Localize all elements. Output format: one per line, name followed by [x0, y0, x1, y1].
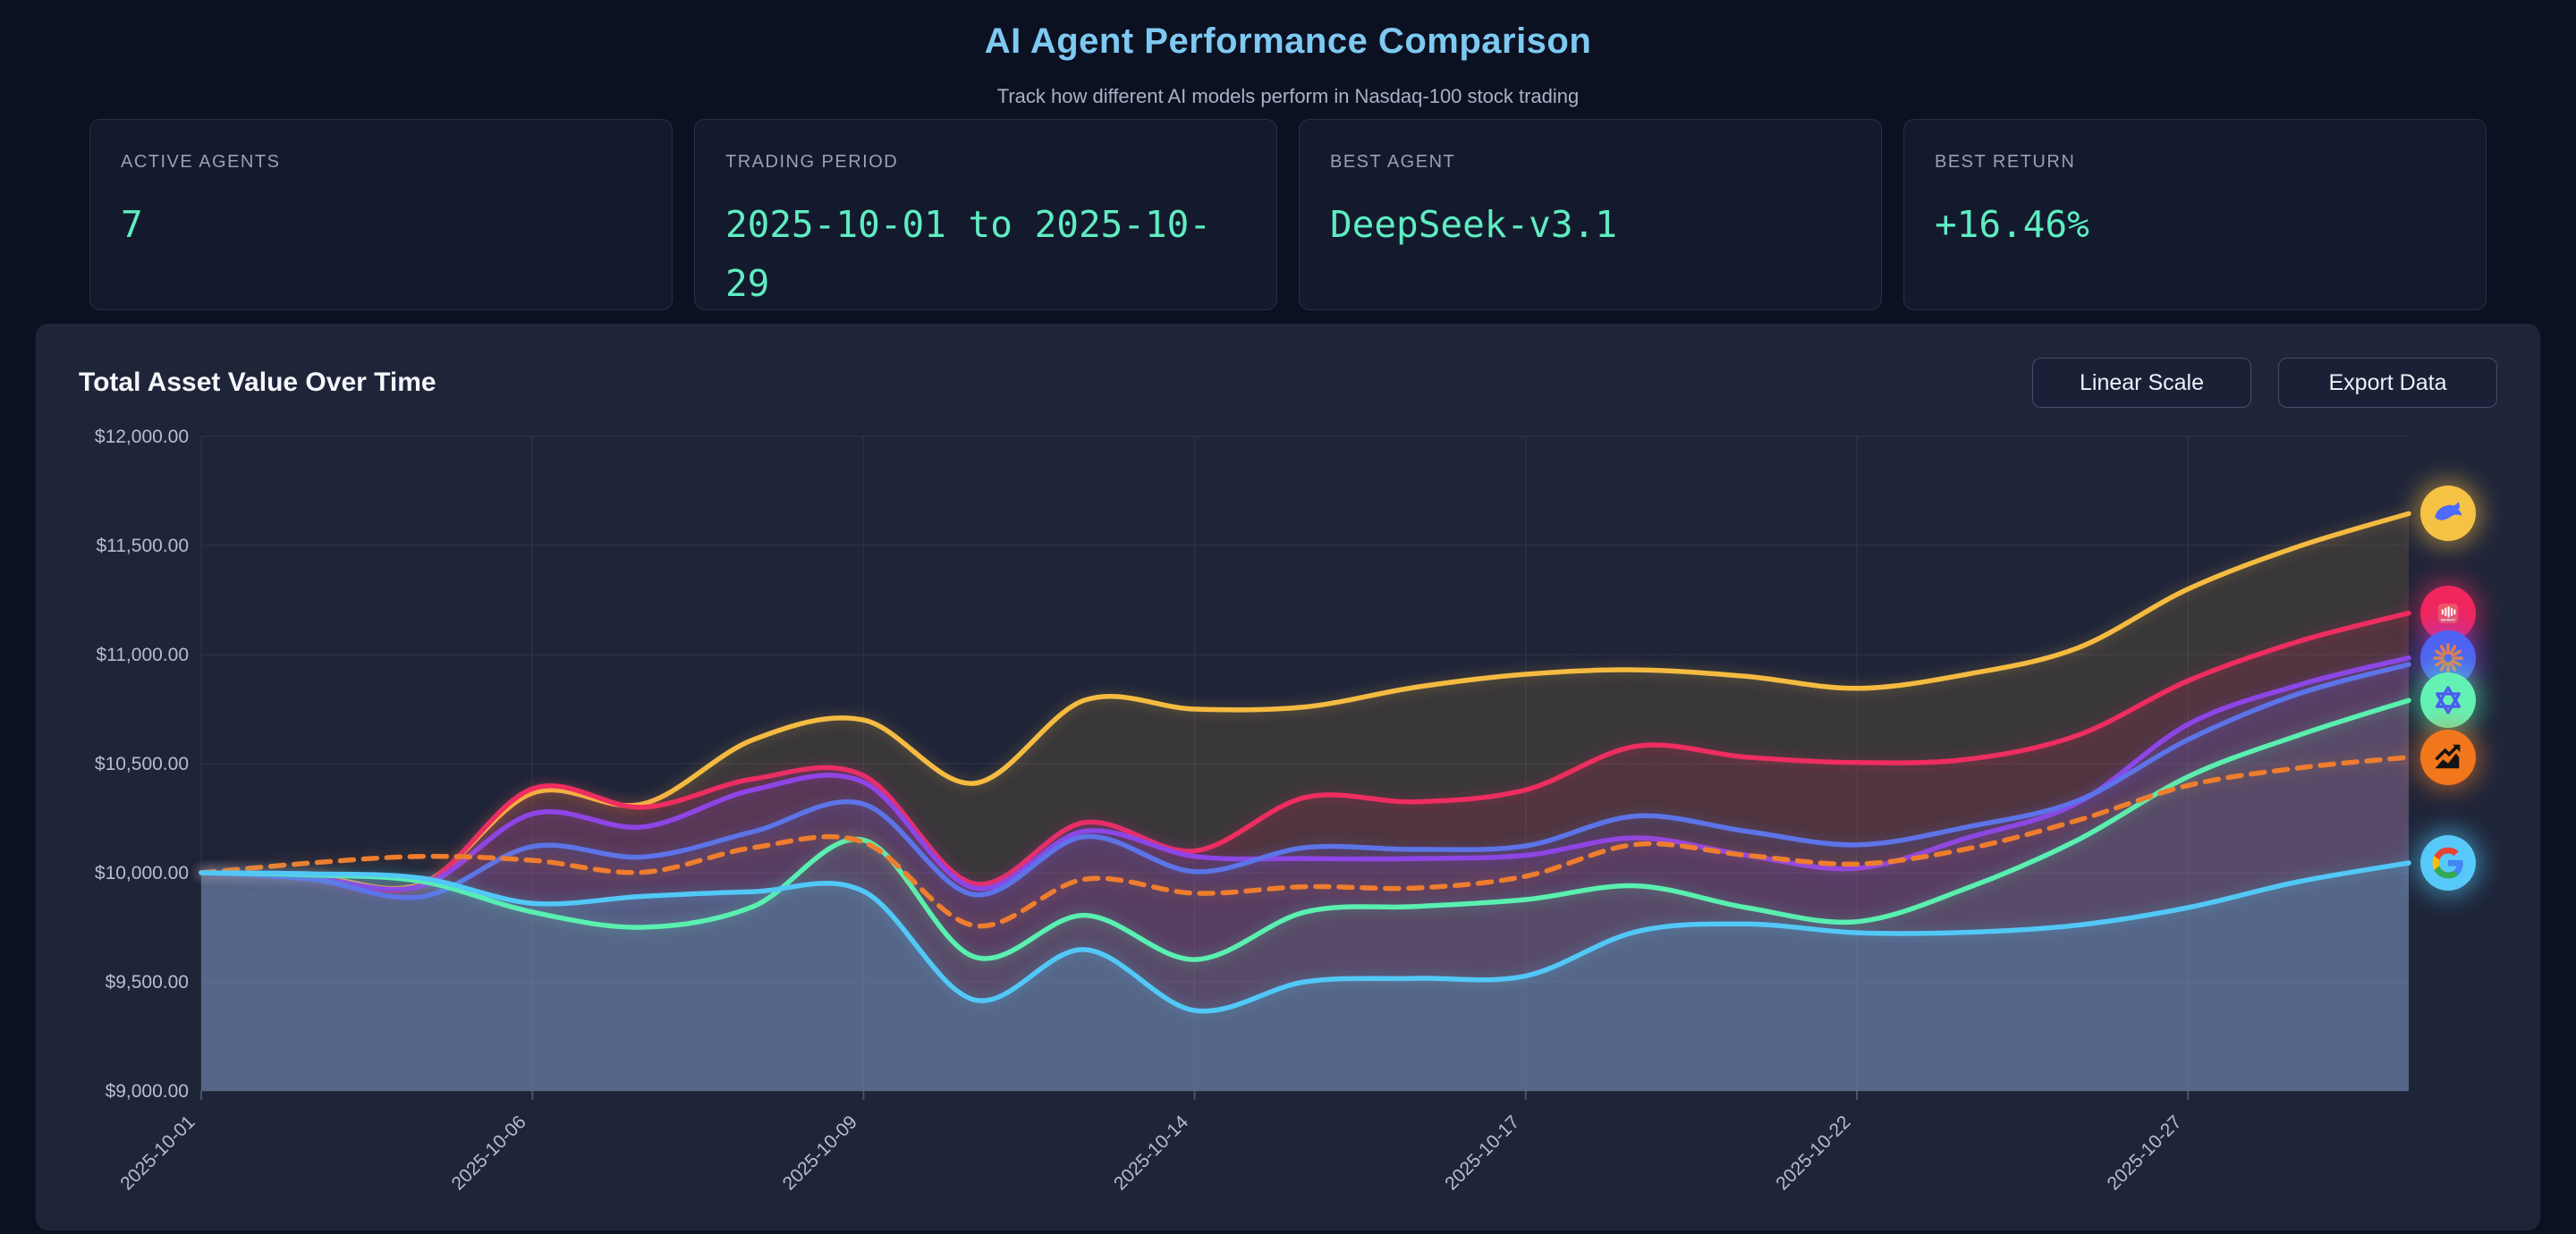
series-line — [199, 697, 2411, 962]
stat-card-best-return: BEST RETURN +16.46% — [1903, 119, 2487, 310]
stat-value: +16.46% — [1935, 203, 2089, 246]
series-line — [199, 610, 2411, 893]
y-axis-tick-label: $9,000.00 — [106, 1081, 189, 1102]
series-line — [199, 755, 2411, 929]
series-lines — [199, 511, 2411, 1014]
chart-panel: Total Asset Value Over Time Linear Scale… — [36, 324, 2540, 1230]
y-axis-tick-label: $9,500.00 — [106, 972, 189, 993]
y-axis-tick-label: $12,000.00 — [95, 427, 189, 447]
stat-value: DeepSeek-v3.1 — [1330, 203, 1617, 246]
stat-card-best-agent: BEST AGENT DeepSeek-v3.1 — [1299, 119, 1882, 310]
stat-label: ACTIVE AGENTS — [121, 152, 281, 172]
stat-value: 2025-10-01 to 2025-10-29 — [725, 203, 1212, 305]
stats-row: ACTIVE AGENTS 7 TRADING PERIOD 2025-10-0… — [89, 119, 2487, 310]
series-line — [199, 662, 2411, 900]
series-line — [199, 511, 2411, 892]
series-area-fills — [201, 513, 2409, 1091]
series-line — [199, 655, 2411, 892]
stat-card-active-agents: ACTIVE AGENTS 7 — [89, 119, 673, 310]
y-axis-tick-label: $10,000.00 — [95, 863, 189, 883]
x-axis-tick-label: 2025-10-17 — [1441, 1111, 1523, 1194]
chart-panel-header: Total Asset Value Over Time Linear Scale… — [79, 358, 2497, 408]
chart-toolbar: Linear Scale Export Data — [2032, 358, 2497, 408]
page-header: AI Agent Performance Comparison Track ho… — [0, 0, 2576, 108]
x-axis-tick-label: 2025-10-27 — [2104, 1111, 2186, 1194]
series-line — [199, 860, 2411, 1014]
y-axis-tick-label: $10,500.00 — [95, 754, 189, 774]
x-axis-tick-label: 2025-10-09 — [779, 1111, 861, 1194]
x-axis-tick-label: 2025-10-22 — [1772, 1111, 1854, 1194]
stat-card-trading-period: TRADING PERIOD 2025-10-01 to 2025-10-29 — [694, 119, 1277, 310]
page-subtitle: Track how different AI models perform in… — [996, 85, 1580, 107]
chart-title: Total Asset Value Over Time — [79, 368, 436, 397]
stat-label: BEST AGENT — [1330, 152, 1456, 172]
x-axis-tick-label: 2025-10-14 — [1110, 1111, 1192, 1194]
stat-label: TRADING PERIOD — [725, 152, 899, 172]
stat-value: 7 — [121, 203, 143, 246]
y-axis-tick-label: $11,500.00 — [96, 536, 189, 556]
export-data-button[interactable]: Export Data — [2278, 358, 2497, 408]
y-axis-tick-label: $11,000.00 — [96, 645, 189, 665]
linear-scale-button[interactable]: Linear Scale — [2032, 358, 2251, 408]
stat-label: BEST RETURN — [1935, 152, 2076, 172]
x-axis-tick-label: 2025-10-01 — [116, 1111, 199, 1194]
page-title: AI Agent Performance Comparison — [984, 21, 1592, 61]
x-axis-tick-label: 2025-10-06 — [448, 1111, 530, 1194]
